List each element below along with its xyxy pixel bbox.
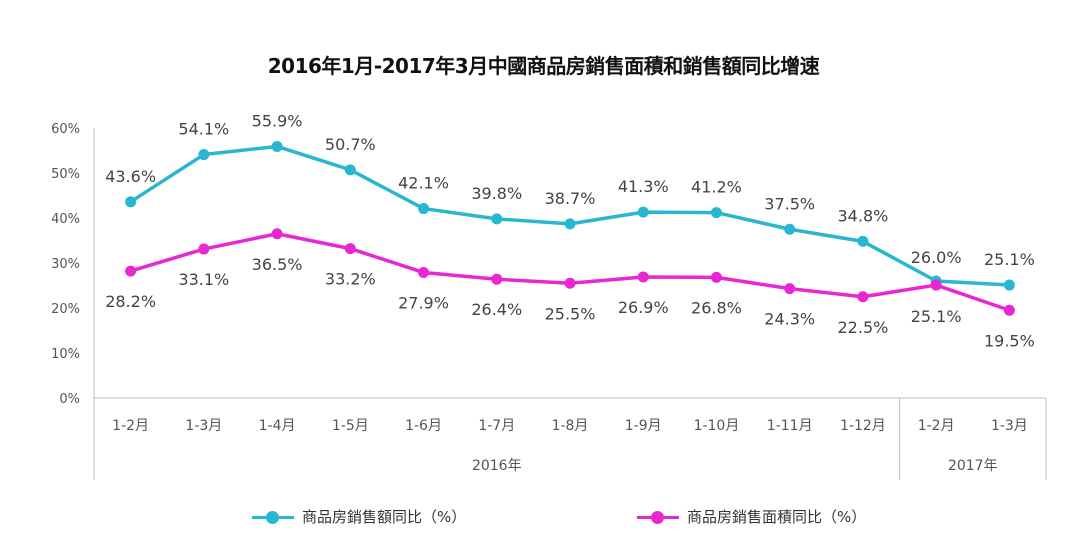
legend: 商品房銷售額同比（%） 商品房銷售面積同比（%） — [0, 506, 1087, 530]
x-tick-label: 1-5月 — [332, 418, 369, 434]
sales-area-label: 26.9% — [618, 298, 669, 317]
group-label: 2017年 — [948, 458, 998, 474]
x-tick-label: 1-2月 — [112, 418, 149, 434]
sales-area-label: 25.5% — [545, 304, 596, 323]
y-tick-label: 30% — [51, 257, 80, 272]
sales-area-label: 26.4% — [471, 300, 522, 319]
sales-area-point — [930, 279, 942, 291]
sales-area-point — [418, 266, 430, 278]
legend-swatch-sales-amount — [252, 509, 294, 525]
y-tick-label: 20% — [51, 302, 80, 317]
sales-area-label: 28.2% — [105, 292, 156, 311]
sales-amount-point — [418, 203, 430, 215]
sales-area-label: 26.8% — [691, 298, 742, 317]
sales-amount-label: 55.9% — [252, 111, 303, 130]
data-labels: 43.6% 54.1% 55.9% 50.7% 42.1% 39.8% 38.7% 41.3%… — [105, 111, 1035, 350]
sales-amount-label: 26.0% — [911, 248, 962, 267]
sales-area-point — [564, 277, 576, 289]
y-tick-label: 50% — [51, 167, 80, 182]
sales-area-label: 24.3% — [764, 310, 815, 329]
sales-area-label: 27.9% — [398, 293, 449, 312]
sales-amount-label: 41.3% — [618, 177, 669, 196]
sales-area-label: 25.1% — [911, 307, 962, 326]
x-tick-label: 1-7月 — [478, 418, 515, 434]
x-tick-label: 1-3月 — [991, 418, 1028, 434]
sales-amount-point — [784, 223, 796, 235]
legend-item-sales-area: 商品房銷售面積同比（%） — [637, 506, 866, 527]
sales-amount-point — [271, 140, 283, 152]
sales-area-point — [710, 271, 722, 283]
legend-label-sales-area: 商品房銷售面積同比（%） — [687, 508, 867, 526]
sales-area-label: 33.1% — [178, 270, 229, 289]
sales-area-label: 33.2% — [325, 270, 376, 289]
sales-amount-point — [710, 207, 722, 219]
sales-amount-label: 42.1% — [398, 174, 449, 193]
sales-area-point — [857, 291, 869, 303]
sales-amount-point — [344, 164, 356, 176]
sales-area-point — [271, 228, 283, 240]
y-tick-label: 60% — [51, 122, 80, 137]
x-tick-label: 1-2月 — [918, 418, 955, 434]
line-chart: 0% 10% 20% 30% 40% 50% 60% 1-2月 1-3月 1-4月 1-5月 1-6月… — [51, 111, 1047, 480]
y-tick-label: 0% — [59, 392, 80, 407]
x-tick-label: 1-11月 — [767, 418, 813, 434]
legend-swatch-sales-area — [637, 509, 679, 525]
sales-area-point — [344, 243, 356, 255]
sales-amount-point — [564, 218, 576, 230]
sales-amount-label: 37.5% — [764, 194, 815, 213]
x-tick-label: 1-6月 — [405, 418, 442, 434]
series-points — [125, 140, 1015, 316]
y-tick-label: 40% — [51, 212, 80, 227]
axes: 0% 10% 20% 30% 40% 50% 60% 1-2月 1-3月 1-4月 1-5月 1-6月… — [51, 122, 1047, 480]
sales-amount-label: 43.6% — [105, 167, 156, 186]
x-tick-label: 1-3月 — [185, 418, 222, 434]
sales-area-label: 22.5% — [838, 318, 889, 337]
legend-label-sales-amount: 商品房銷售額同比（%） — [302, 508, 467, 526]
sales-amount-label: 38.7% — [545, 189, 596, 208]
sales-amount-label: 34.8% — [838, 206, 889, 225]
x-tick-label: 1-12月 — [840, 418, 886, 434]
sales-amount-label: 54.1% — [178, 120, 229, 139]
x-tick-label: 1-10月 — [694, 418, 740, 434]
x-tick-label: 1-9月 — [625, 418, 662, 434]
x-tick-label: 1-8月 — [552, 418, 589, 434]
sales-area-point — [125, 265, 137, 277]
sales-amount-label: 39.8% — [471, 184, 522, 203]
sales-amount-point — [637, 206, 649, 218]
sales-area-point — [637, 271, 649, 283]
sales-amount-point — [857, 235, 869, 247]
y-tick-label: 10% — [51, 347, 80, 362]
sales-amount-point — [1003, 279, 1015, 291]
sales-area-point — [491, 273, 503, 285]
sales-amount-point — [491, 213, 503, 225]
legend-item-sales-amount: 商品房銷售額同比（%） — [252, 506, 466, 527]
sales-amount-label: 25.1% — [984, 250, 1035, 269]
sales-area-point — [1003, 304, 1015, 316]
chart-title: 2016年1月-2017年3月中國商品房銷售面積和銷售額同比增速 — [267, 54, 820, 78]
sales-amount-label: 41.2% — [691, 178, 742, 197]
sales-amount-point — [198, 149, 210, 161]
sales-area-point — [198, 243, 210, 255]
sales-area-label: 36.5% — [252, 255, 303, 274]
sales-area-point — [784, 283, 796, 295]
sales-amount-point — [125, 196, 137, 208]
x-tick-label: 1-4月 — [259, 418, 296, 434]
sales-amount-label: 50.7% — [325, 135, 376, 154]
group-label: 2016年 — [472, 458, 522, 474]
sales-area-label: 19.5% — [984, 331, 1035, 350]
